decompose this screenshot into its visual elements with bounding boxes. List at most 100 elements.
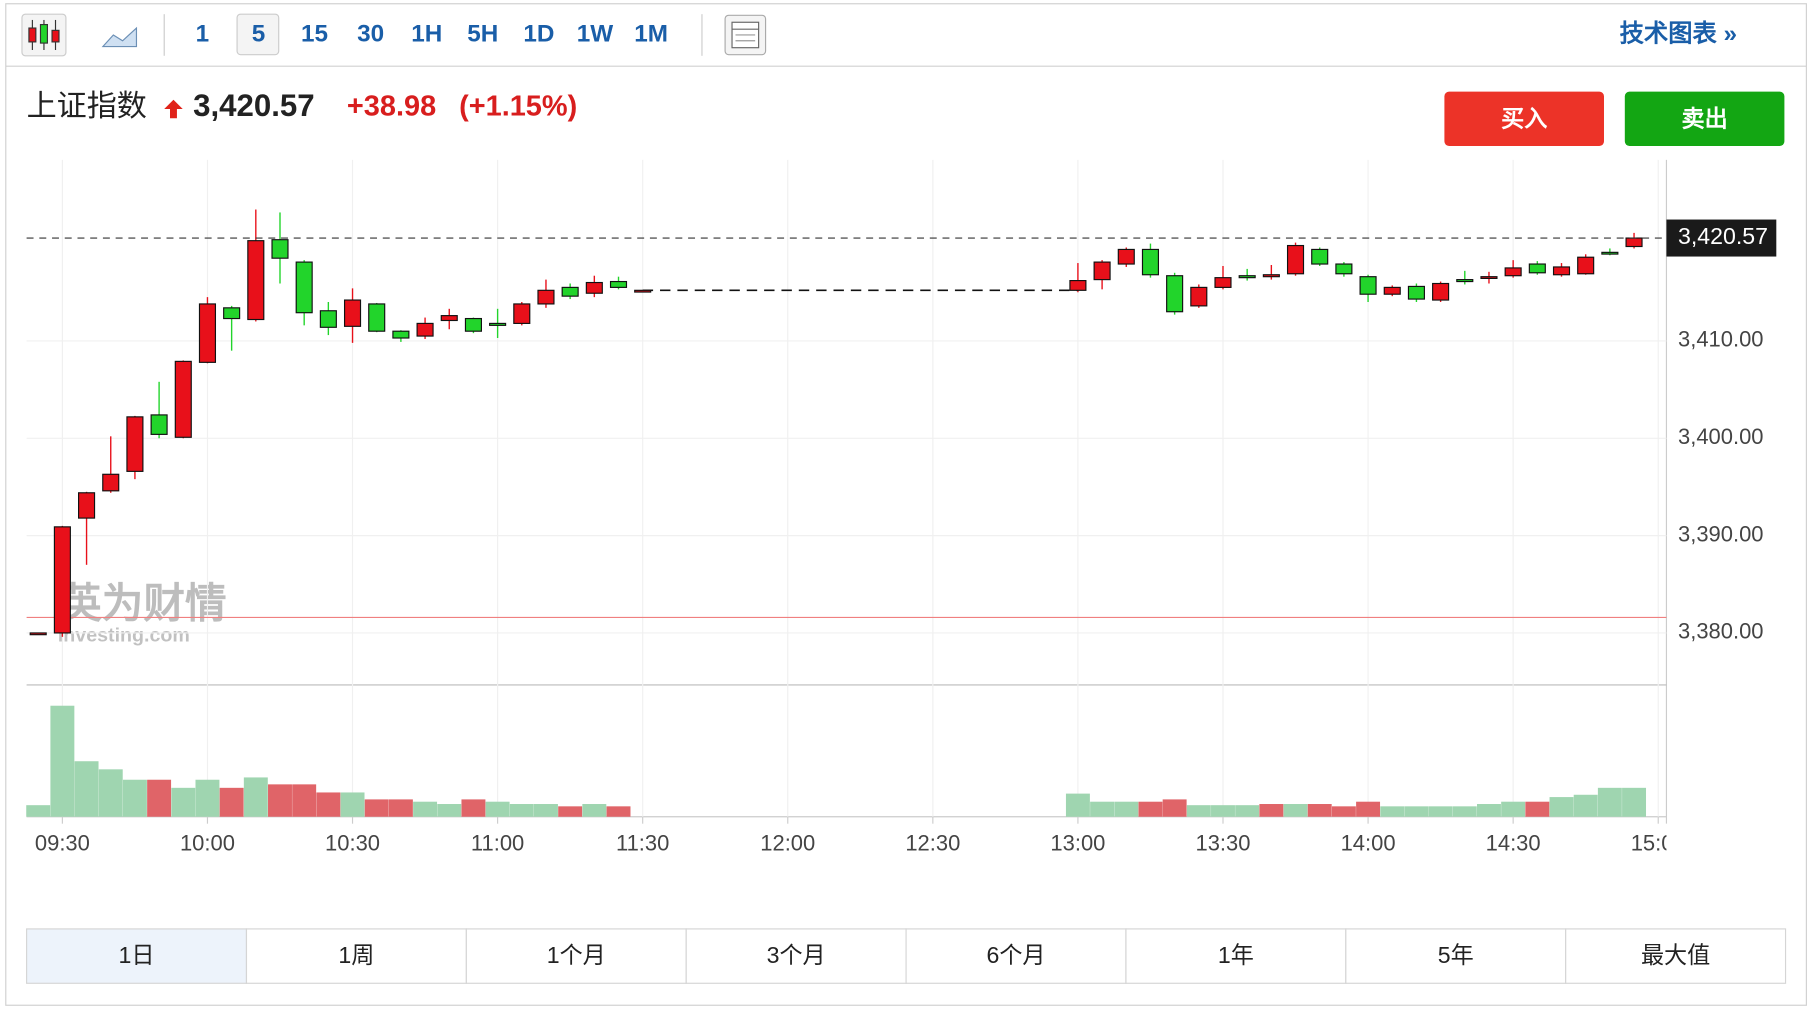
interval-button[interactable]: 5 (252, 20, 266, 47)
x-tick-label: 09:30 (35, 830, 90, 855)
candle-body (1069, 280, 1087, 291)
volume-bar (1452, 806, 1477, 817)
candle-body (1383, 286, 1401, 295)
x-tick-label: 14:00 (1341, 830, 1396, 855)
range-tab-bg[interactable] (905, 928, 1127, 984)
tech-chart-link[interactable]: 技术图表 » (1620, 20, 1737, 47)
candle-body (1577, 256, 1595, 275)
range-tab[interactable]: 1日 (119, 942, 155, 968)
volume-bar (364, 799, 389, 817)
range-tab-bg[interactable] (245, 928, 467, 984)
range-tab-bg[interactable] (1125, 928, 1347, 984)
sell-label: 卖出 (1681, 106, 1727, 132)
candle-body (1504, 267, 1522, 277)
interval-button[interactable]: 5H (467, 20, 498, 47)
volume-bar (1065, 793, 1090, 817)
volume-bar (1307, 804, 1332, 817)
volume-bar (1283, 804, 1308, 817)
sell-button[interactable]: 卖出 (1624, 91, 1785, 147)
candle-body (150, 414, 168, 435)
volume-bar (582, 804, 607, 817)
volume-bar (98, 769, 123, 817)
x-tick-label: 15:00 (1631, 830, 1686, 855)
candle-body (1286, 244, 1305, 275)
interval-button[interactable]: 1M (634, 20, 668, 47)
volume-bar (1331, 806, 1356, 817)
range-tab-bg[interactable] (26, 928, 248, 984)
candle-body (1480, 276, 1498, 279)
candle-body (78, 492, 96, 519)
volume-bar (1235, 805, 1260, 817)
range-tab[interactable]: 1年 (1218, 942, 1254, 968)
candle-body (561, 286, 579, 297)
candle-body (1238, 275, 1256, 279)
candle-body (416, 322, 434, 337)
candle-body (1407, 285, 1425, 300)
volume-bar (606, 806, 631, 817)
volume-bar (26, 805, 51, 817)
selected-interval-box (236, 13, 280, 56)
volume-bar (509, 804, 534, 817)
watermark-cn: 英为财情 (60, 579, 227, 626)
interval-button[interactable]: 15 (301, 20, 328, 47)
candle-body (174, 360, 192, 438)
table-icon[interactable] (724, 14, 767, 56)
volume-bar (1138, 801, 1163, 817)
candle-body (126, 416, 144, 472)
range-tab[interactable]: 5年 (1438, 942, 1474, 968)
interval-button[interactable]: 30 (357, 20, 384, 47)
volume-bar (219, 787, 244, 817)
candle-body (29, 632, 47, 636)
price: 3,420.57 (193, 88, 315, 123)
candle-body (1601, 251, 1619, 255)
volume-bar (1597, 787, 1622, 817)
candle-body (319, 310, 337, 328)
candle-body (1528, 263, 1546, 274)
candle-body (1141, 248, 1160, 276)
volume-bar (50, 705, 75, 817)
candle-body (1456, 279, 1474, 283)
interval-button[interactable]: 1H (411, 20, 442, 47)
range-tab[interactable]: 1个月 (547, 942, 606, 968)
range-tab-bg[interactable] (685, 928, 907, 984)
area-icon[interactable] (101, 26, 138, 48)
volume-bar (1211, 805, 1235, 817)
volume-bar (461, 799, 486, 817)
candle-body (1117, 248, 1135, 265)
range-tab[interactable]: 6个月 (986, 942, 1045, 968)
volume-bar (171, 787, 196, 817)
interval-button[interactable]: 1D (523, 20, 554, 47)
buy-button[interactable]: 买入 (1444, 91, 1604, 147)
change: +38.98 (347, 90, 436, 122)
candle-body (53, 526, 71, 634)
x-tick-label: 10:00 (180, 830, 235, 855)
last-price-label: 3,420.57 (1678, 223, 1768, 249)
candle-body (440, 315, 458, 322)
range-tab-bg[interactable] (1565, 928, 1787, 984)
candle-body (1214, 277, 1232, 288)
candle-body (102, 473, 120, 492)
candle-body (1262, 274, 1280, 278)
candle-body (1190, 286, 1208, 307)
volume-bar (316, 792, 341, 817)
candle-body (537, 289, 555, 305)
volume-bar (243, 777, 268, 817)
interval-button[interactable]: 1 (196, 20, 210, 47)
range-tab-bg[interactable] (1345, 928, 1567, 984)
range-tab[interactable]: 3个月 (767, 942, 826, 968)
volume-bar (1622, 787, 1647, 817)
candle-body (295, 261, 313, 314)
x-tick-label: 12:00 (760, 830, 815, 855)
volume-bar (1259, 804, 1284, 817)
interval-button[interactable]: 1W (577, 20, 613, 47)
candle-body (343, 299, 362, 327)
volume-bar (1476, 804, 1501, 817)
range-tab[interactable]: 1周 (338, 942, 374, 968)
x-tick-label: 12:30 (905, 830, 960, 855)
candle-body (1625, 237, 1643, 248)
range-tab[interactable]: 最大值 (1641, 942, 1710, 968)
candle-icon[interactable] (21, 13, 67, 57)
candle-body (634, 289, 652, 293)
